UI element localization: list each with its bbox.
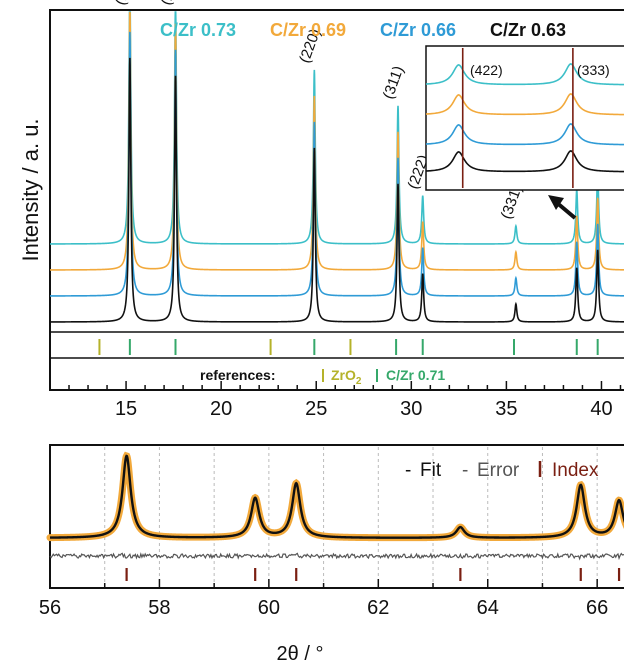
- references-label: references:: [200, 367, 276, 383]
- series-line-c066: [50, 31, 624, 297]
- legend-entry-c066: C/Zr 0.66: [380, 20, 456, 40]
- hkl-label: (311): [380, 64, 408, 102]
- legend-fit-label: Fit: [420, 460, 442, 481]
- series-line-c073: [50, 11, 624, 245]
- bottom-plot-frame: [49, 444, 624, 589]
- x-tick-label: 64: [477, 597, 499, 619]
- legend-fit-symbol: -: [405, 460, 411, 481]
- top-panel: (111)(200)(220)(311)(222)(331) 152025303…: [18, 0, 624, 420]
- x-tick-label: 30: [400, 398, 422, 420]
- references-legend: references: ZrO2 C/Zr 0.71: [200, 367, 445, 387]
- fit-line: [50, 454, 624, 539]
- legend-error-label: Error: [477, 460, 520, 481]
- top-legend: C/Zr 0.73 C/Zr 0.69 C/Zr 0.66 C/Zr 0.63: [160, 20, 566, 40]
- top-plot-frame: [49, 9, 624, 391]
- inset-label-333: (333): [577, 62, 610, 78]
- legend-entry-c069: C/Zr 0.69: [270, 20, 346, 40]
- bottom-legend: - Fit - Error Index: [405, 460, 599, 481]
- error-line: [49, 552, 624, 561]
- inset-label-422: (422): [470, 62, 503, 78]
- hkl-label: (200): [157, 0, 185, 7]
- x-tick-label: 25: [305, 398, 327, 420]
- x-tick-label: 20: [210, 398, 232, 420]
- x-tick-label: 66: [586, 597, 608, 619]
- zro2-legend-label: ZrO2: [331, 367, 362, 387]
- czr071-legend-label: C/Zr 0.71: [386, 367, 445, 383]
- inset-frame: [425, 45, 624, 191]
- x-tick-label: 56: [39, 597, 61, 619]
- x-tick-label: 35: [495, 398, 517, 420]
- bottom-x-axis-label: 2θ / °: [277, 643, 324, 665]
- inset-line-c073: [425, 63, 624, 86]
- arrow-icon: [548, 195, 577, 220]
- x-tick-label: 40: [590, 398, 612, 420]
- inset-line-c063: [425, 150, 624, 173]
- x-tick-label: 58: [148, 597, 170, 619]
- inset-plot: (422) (333): [425, 45, 624, 191]
- inset-line-c069: [425, 93, 624, 116]
- x-tick-label: 62: [367, 597, 389, 619]
- legend-entry-c073: C/Zr 0.73: [160, 20, 236, 40]
- legend-error-symbol: -: [462, 460, 468, 481]
- x-tick-label: 15: [115, 398, 137, 420]
- inset-line-c066: [425, 123, 624, 146]
- series-line-c069: [50, 11, 624, 271]
- legend-entry-c063: C/Zr 0.63: [490, 20, 566, 40]
- hkl-label: (111): [112, 0, 139, 7]
- series-line-c063: [50, 57, 624, 323]
- legend-index-label: Index: [552, 460, 599, 481]
- top-y-axis-label: Intensity / a. u.: [18, 118, 43, 261]
- x-tick-label: 60: [258, 597, 280, 619]
- observed-data-line: [46, 451, 624, 542]
- bottom-panel: 56 58 60 62 64 66 - Fit - Error Index 2θ / °: [39, 444, 624, 665]
